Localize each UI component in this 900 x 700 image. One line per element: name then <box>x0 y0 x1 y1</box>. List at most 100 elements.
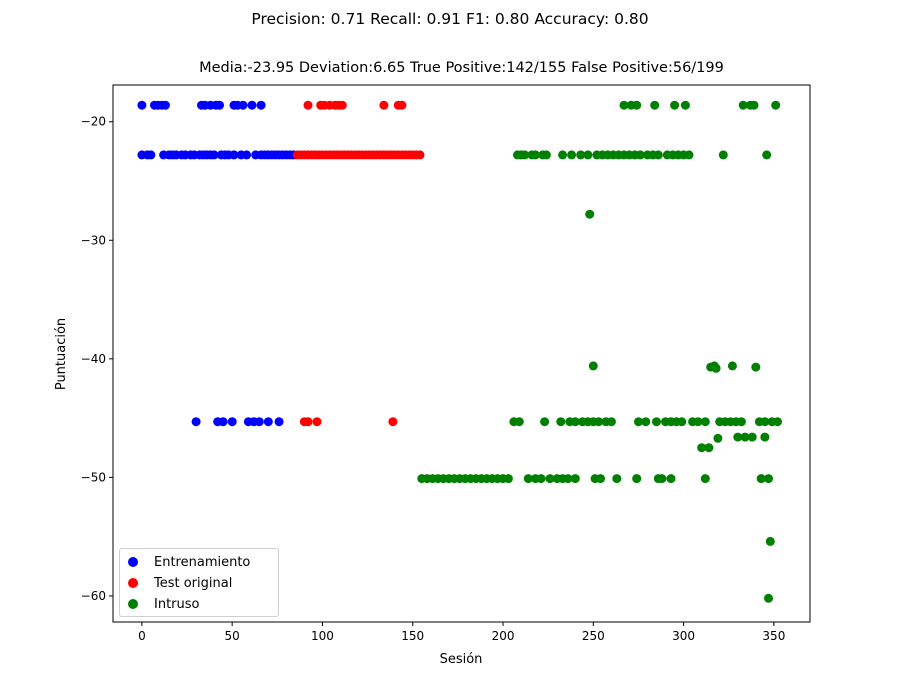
point-intruso-17 <box>558 150 568 160</box>
x-tick-label-4: 200 <box>492 629 515 643</box>
y-ticks: −20 −30 −40 −50 −60 <box>81 115 113 603</box>
point-intruso-38 <box>718 150 728 160</box>
point-entrenamiento-9 <box>215 100 224 110</box>
point-intruso-112 <box>612 474 622 484</box>
point-intruso-49 <box>540 417 550 427</box>
point-intruso-61 <box>652 417 661 427</box>
point-entrenamiento-0 <box>137 100 147 110</box>
point-intruso-113 <box>632 474 642 484</box>
x-tick-label-1: 50 <box>225 629 240 643</box>
x-tick-label-6: 300 <box>672 629 695 643</box>
point-entrenamiento-34 <box>229 150 239 160</box>
legend-item-entrenamiento: Entrenamiento <box>128 552 250 572</box>
point-intruso-80 <box>747 432 757 442</box>
point-intruso-40 <box>585 209 595 219</box>
point-entrenamiento-51 <box>227 417 237 427</box>
point-intruso-120 <box>765 536 775 546</box>
y-tick-label-4: −60 <box>81 589 106 603</box>
plot-area <box>112 84 811 623</box>
point-intruso-19 <box>576 150 586 160</box>
point-intruso-68 <box>700 417 710 427</box>
point-entrenamiento-36 <box>242 150 252 160</box>
point-intruso-117 <box>700 474 710 484</box>
point-intruso-0 <box>619 100 629 110</box>
figure-suptitle: Precision: 0.71 Recall: 0.91 F1: 0.80 Ac… <box>251 10 649 28</box>
point-entrenamiento-14 <box>256 100 266 110</box>
point-intruso-41 <box>588 361 598 371</box>
x-tick-label-2: 100 <box>311 629 334 643</box>
point-test-original-48 <box>388 417 398 427</box>
point-intruso-111 <box>596 474 605 484</box>
point-intruso-20 <box>583 150 593 160</box>
point-intruso-48 <box>514 417 524 427</box>
point-intruso-44 <box>711 363 721 373</box>
point-intruso-77 <box>773 417 782 427</box>
point-test-original-46 <box>303 417 313 427</box>
point-entrenamiento-48 <box>191 417 201 427</box>
point-intruso-29 <box>635 150 645 160</box>
point-intruso-37 <box>684 150 694 160</box>
point-entrenamiento-55 <box>263 417 273 427</box>
point-entrenamiento-4 <box>160 100 170 110</box>
point-entrenamiento-30 <box>209 150 219 160</box>
point-intruso-118 <box>756 474 766 484</box>
point-intruso-81 <box>760 432 770 442</box>
point-entrenamiento-54 <box>254 417 264 427</box>
point-intruso-18 <box>567 150 577 160</box>
point-intruso-67 <box>693 417 703 427</box>
point-intruso-2 <box>632 100 642 110</box>
x-tick-label-3: 150 <box>401 629 424 643</box>
point-test-original-7 <box>379 100 389 110</box>
point-intruso-9 <box>771 100 781 110</box>
point-entrenamiento-56 <box>274 417 284 427</box>
point-intruso-121 <box>764 593 773 603</box>
legend-label-entrenamiento: Entrenamiento <box>154 554 251 570</box>
y-tick-label-3: −50 <box>81 470 106 484</box>
point-intruso-6 <box>738 100 748 110</box>
point-intruso-78 <box>733 432 743 442</box>
legend-label-test-original: Test original <box>154 575 233 591</box>
point-test-original-44 <box>415 150 425 160</box>
point-intruso-56 <box>594 417 604 427</box>
y-axis-label: Puntuación <box>54 318 69 390</box>
point-intruso-46 <box>751 362 761 372</box>
point-intruso-82 <box>713 433 723 443</box>
point-test-original-9 <box>397 100 407 110</box>
point-intruso-4 <box>670 100 680 110</box>
point-intruso-14 <box>531 150 540 160</box>
point-intruso-119 <box>764 474 773 484</box>
point-intruso-59 <box>634 417 643 427</box>
point-intruso-12 <box>520 150 530 160</box>
y-tick-label-0: −20 <box>81 115 106 129</box>
legend: Entrenamiento Test original Intruso <box>119 548 279 617</box>
point-test-original-47 <box>312 417 322 427</box>
x-tick-label-7: 350 <box>762 629 785 643</box>
point-entrenamiento-50 <box>218 417 228 427</box>
y-tick-label-1: −30 <box>81 233 106 247</box>
point-intruso-115 <box>657 474 667 484</box>
point-intruso-75 <box>760 417 770 427</box>
point-intruso-65 <box>677 417 687 427</box>
point-intruso-32 <box>653 150 663 160</box>
point-intruso-52 <box>570 417 580 427</box>
point-intruso-5 <box>680 100 690 110</box>
x-tick-label-0: 0 <box>138 629 146 643</box>
point-intruso-79 <box>740 432 750 442</box>
legend-item-intruso: Intruso <box>128 594 199 614</box>
point-intruso-60 <box>641 417 651 427</box>
point-intruso-45 <box>727 361 737 371</box>
point-intruso-58 <box>606 417 616 427</box>
legend-marker-intruso <box>128 599 138 609</box>
point-intruso-8 <box>749 100 759 110</box>
point-entrenamiento-17 <box>146 150 156 160</box>
x-ticks: 0 50 100 150 200 250 300 350 <box>138 622 785 643</box>
point-intruso-73 <box>736 417 746 427</box>
point-intruso-16 <box>541 150 551 160</box>
point-intruso-84 <box>704 443 714 453</box>
point-intruso-104 <box>536 474 546 484</box>
point-test-original-6 <box>337 100 347 110</box>
legend-label-intruso: Intruso <box>154 596 200 612</box>
x-axis-label: Sesión <box>440 652 483 667</box>
point-entrenamiento-12 <box>238 100 248 110</box>
